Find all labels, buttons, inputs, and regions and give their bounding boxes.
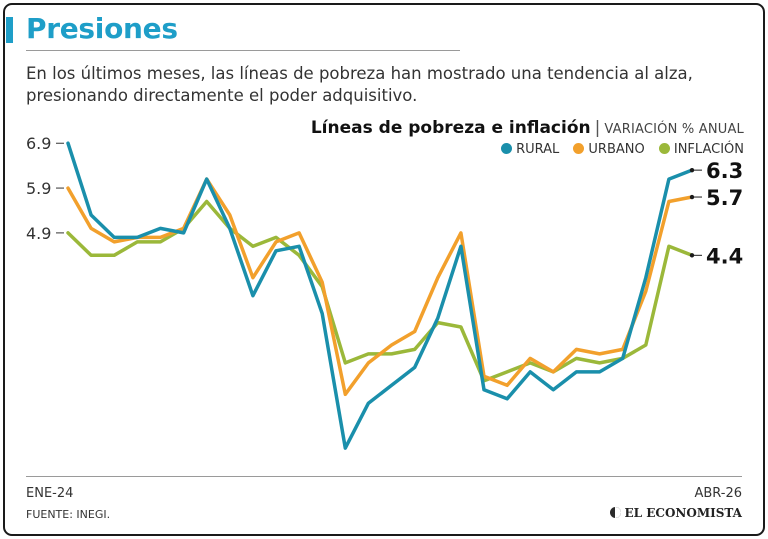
chart-title: Líneas de pobreza e inflación | VARIACIÓN … (311, 118, 744, 138)
footer-divider (26, 476, 742, 477)
legend-dot-inflacion (658, 143, 670, 154)
x-axis-start-label: ENE-24 (26, 486, 74, 501)
y-tick-label: 4.9 (26, 224, 51, 243)
legend-item-inflacion: INFLACIÓN (658, 142, 744, 157)
chart-title-separator: | (594, 118, 601, 138)
end-value-inflacion: 4.4 (706, 244, 743, 268)
brand-mark-icon (609, 507, 621, 518)
series-end-labels: 6.3 5.7 4.4 (689, 159, 743, 268)
page-title: Presiones (26, 12, 178, 45)
series-lines (66, 141, 694, 450)
title-accent-bar (6, 17, 13, 43)
legend-label-inflacion: INFLACIÓN (673, 142, 744, 157)
brand-name: EL ECONOMISTA (624, 506, 742, 520)
infographic-frame (3, 3, 765, 536)
title-divider (26, 50, 460, 51)
chart-title-text: Líneas de pobreza e inflación (310, 118, 591, 138)
series-line-urbano (66, 177, 694, 397)
legend-dot-urbano (573, 143, 585, 154)
legend-item-urbano: URBANO (573, 142, 645, 157)
series-line-rural (66, 141, 694, 450)
chart-unit-label: VARIACIÓN % ANUAL (604, 122, 744, 137)
y-axis-ticks: 4.9 5.9 6.9 (26, 134, 64, 243)
y-tick-label: 6.9 (26, 134, 51, 153)
chart-legend: RURAL URBANO INFLACIÓN (491, 142, 744, 157)
legend-dot-rural (501, 143, 513, 154)
legend-item-rural: RURAL (501, 142, 559, 157)
source-note: FUENTE: INEGI. (26, 508, 111, 521)
legend-label-rural: RURAL (516, 142, 560, 157)
page-subtitle: En los últimos meses, las líneas de pobr… (26, 64, 693, 105)
x-axis-end-label: ABR-26 (694, 486, 742, 501)
legend-label-urbano: URBANO (588, 142, 645, 157)
brand-logo: EL ECONOMISTA (609, 506, 742, 520)
y-tick-label: 5.9 (26, 179, 51, 198)
end-value-urbano: 5.7 (706, 186, 743, 210)
end-value-rural: 6.3 (706, 159, 743, 183)
